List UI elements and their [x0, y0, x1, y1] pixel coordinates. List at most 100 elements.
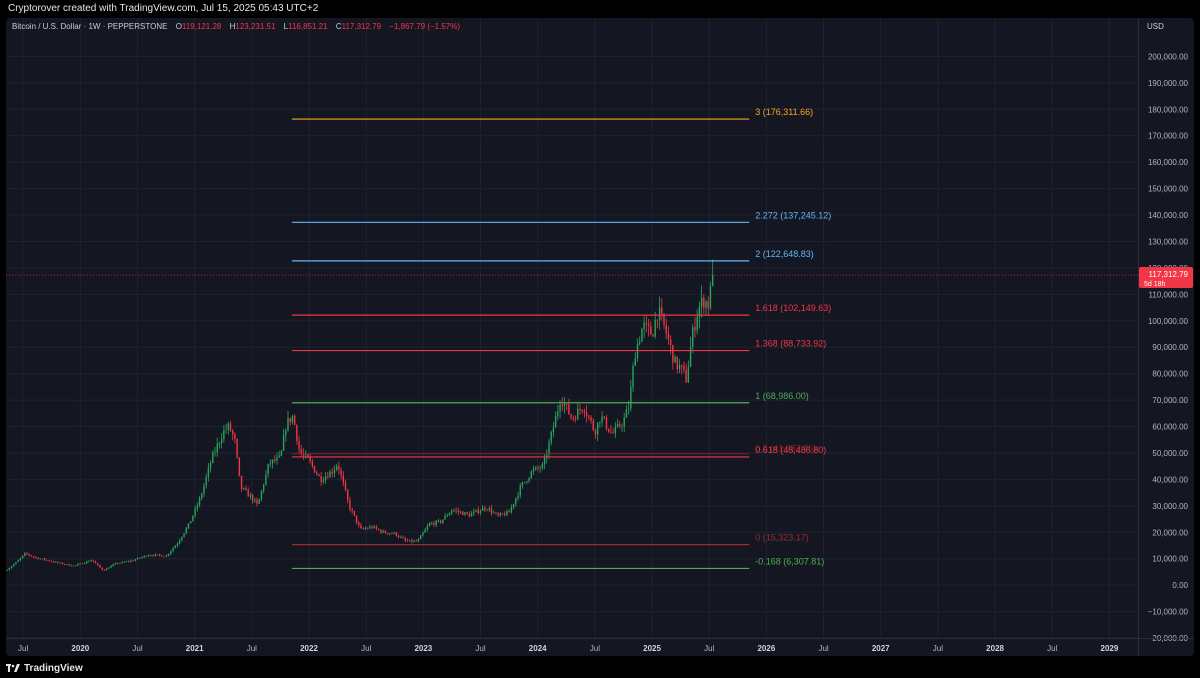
candle-body — [63, 564, 66, 565]
candle-body — [687, 366, 690, 383]
current-price-tag: 117,312.79 5d 18h — [1139, 267, 1193, 289]
candle-body — [583, 410, 586, 413]
candle-body — [530, 471, 533, 478]
candle-body — [391, 533, 393, 535]
price-tick-label: 150,000.00 — [1148, 185, 1189, 194]
candle-body — [446, 515, 448, 517]
candle-body — [198, 498, 201, 506]
candle-body — [112, 564, 114, 566]
time-tick-label: Jul — [247, 644, 257, 653]
price-tick-label: 200,000.00 — [1148, 52, 1189, 61]
candle-body — [386, 532, 389, 534]
candle-body — [150, 555, 152, 557]
candle-body — [35, 557, 37, 558]
candle-body — [669, 339, 672, 346]
price-tick-label: −10,000.00 — [1148, 608, 1189, 617]
chart-panel[interactable]: 0.5 (41,787.76) 3 (176,311.66) 2.272 (137,… — [6, 18, 1194, 656]
price-axis[interactable]: USD — [1138, 18, 1194, 638]
candle-body — [132, 560, 134, 562]
candle-body — [99, 565, 101, 568]
candle-body — [293, 416, 296, 425]
candle-body — [296, 424, 298, 441]
price-tick-label: 0.00 — [1172, 581, 1188, 590]
axis-corner[interactable] — [1138, 638, 1194, 656]
candle-body — [548, 442, 550, 455]
candle-body — [81, 563, 84, 565]
candle-body — [473, 511, 475, 514]
currency-label[interactable]: USD — [1147, 22, 1164, 31]
candle-body — [650, 325, 652, 335]
candle-body — [384, 530, 387, 533]
candle-body — [497, 513, 499, 516]
candle-body — [428, 523, 431, 527]
symbol-name[interactable]: Bitcoin / U.S. Dollar · 1W · PEPPERSTONE — [12, 22, 168, 31]
candle-body — [645, 322, 648, 324]
candle-body — [340, 470, 342, 476]
candle-body — [143, 555, 145, 558]
candle-body — [477, 509, 479, 513]
candle-body — [181, 536, 183, 541]
candle-body — [705, 301, 707, 308]
price-tick-label: 130,000.00 — [1148, 237, 1189, 246]
candle-body — [185, 528, 187, 534]
candle-body — [510, 507, 513, 513]
candle-body — [490, 508, 493, 513]
candle-body — [203, 485, 205, 495]
candle-body — [574, 418, 577, 420]
candle-body — [119, 563, 121, 564]
candle-body — [455, 510, 457, 512]
candle-body — [147, 555, 150, 557]
candle-body — [464, 512, 466, 516]
candle-body — [90, 560, 92, 562]
time-axis[interactable] — [6, 638, 1138, 656]
candle-body — [358, 522, 360, 526]
candle-body — [220, 439, 223, 444]
candle-body — [508, 511, 510, 513]
candle-body — [6, 570, 8, 571]
candle-body — [205, 476, 207, 486]
candle-body — [48, 560, 50, 562]
candle-body — [535, 467, 537, 470]
candle-body — [621, 426, 623, 428]
candle-body — [347, 490, 349, 500]
candle-body — [619, 423, 621, 427]
candle-body — [537, 467, 539, 469]
candle-body — [258, 499, 260, 504]
candle-body — [462, 511, 464, 516]
candle-body — [309, 457, 311, 462]
price-tick-label: 10,000.00 — [1152, 555, 1188, 564]
candle-body — [417, 539, 420, 542]
candle-body — [643, 322, 645, 329]
candle-body — [216, 443, 218, 453]
candle-body — [227, 423, 229, 430]
candle-body — [176, 543, 179, 546]
candle-body — [696, 316, 698, 331]
candle-body — [654, 319, 656, 337]
candle-body — [486, 509, 488, 511]
candle-body — [83, 563, 86, 564]
candle-body — [495, 512, 497, 514]
candle-body — [32, 556, 35, 558]
candle-body — [338, 466, 340, 471]
fib-level-label: 3 (176,311.66) — [755, 107, 813, 117]
candle-body — [167, 553, 170, 556]
candle-body — [70, 565, 72, 567]
candle-body — [163, 556, 165, 558]
candle-body — [515, 498, 517, 504]
candle-body — [689, 346, 692, 367]
chart-canvas[interactable]: 0.5 (41,787.76) 3 (176,311.66) 2.272 (137,… — [6, 18, 1194, 656]
candle-body — [594, 429, 597, 435]
price-tick-label: 40,000.00 — [1152, 475, 1188, 484]
candle-body — [692, 327, 694, 347]
candle-body — [39, 558, 41, 560]
candle-body — [369, 526, 371, 529]
candle-body — [506, 511, 508, 516]
candle-body — [287, 418, 289, 430]
candle-body — [331, 471, 333, 474]
candle-body — [318, 474, 320, 477]
fib-level-label: -0.168 (6,307.81) — [755, 556, 824, 566]
current-price-label: 117,312.79 — [1149, 270, 1189, 279]
close-value: 117,312.79 — [341, 22, 382, 31]
candle-body — [97, 563, 99, 566]
